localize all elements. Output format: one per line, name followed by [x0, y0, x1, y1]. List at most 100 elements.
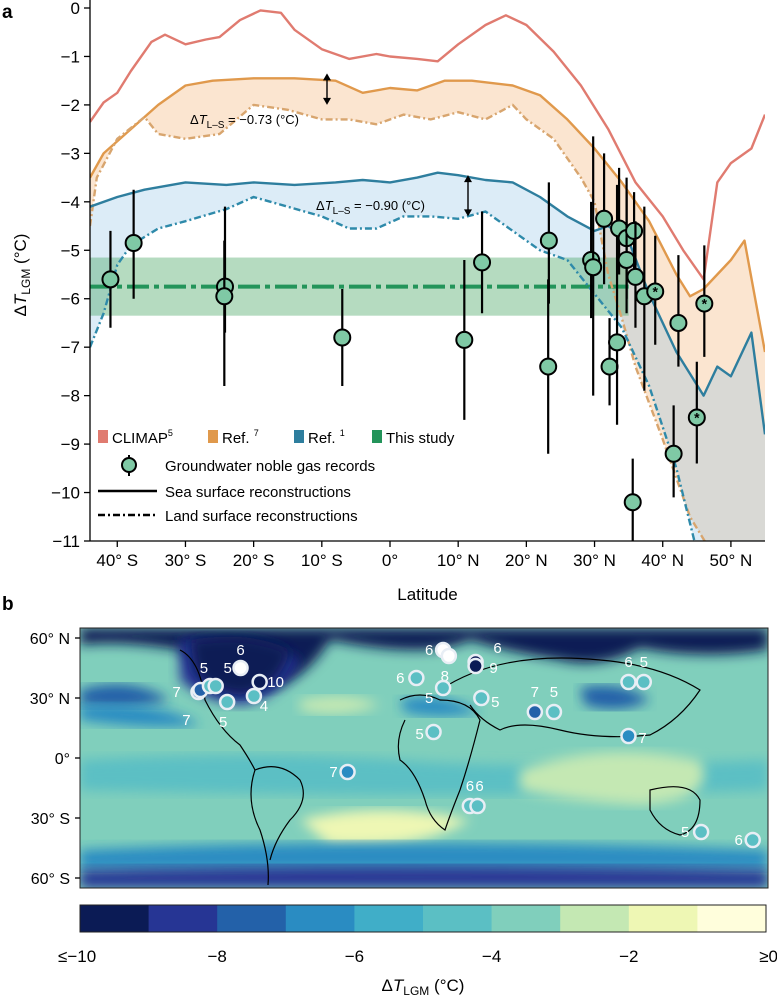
site-label: 7 — [638, 730, 646, 747]
ref7-sea-line — [90, 77, 765, 353]
legend-text: CLIMAP — [112, 430, 168, 447]
colorbar-tick-label: −6 — [345, 947, 364, 966]
arrow-head-icon — [464, 209, 472, 217]
legend-swatch-climap — [98, 430, 108, 443]
data-marker — [626, 267, 645, 286]
site-asterisk-icon: ✻ — [235, 661, 246, 676]
data-marker — [124, 234, 143, 253]
site-marker: 5 — [425, 679, 452, 707]
panel-a-label: a — [2, 2, 13, 23]
colorbar-tick-label: −8 — [208, 947, 227, 966]
colorbar-bin — [217, 905, 287, 932]
site-marker: 5 — [545, 684, 563, 721]
north-pacific-cold-region — [80, 684, 170, 708]
map-lat-label: 30° N — [30, 691, 70, 708]
site-label: 10 — [267, 674, 284, 691]
delta-annotation: ΔTL–S = −0.73 (°C) — [190, 112, 299, 131]
coastline — [649, 786, 701, 836]
site-label: 5 — [491, 694, 499, 711]
delta-annotation: ΔTL–S = −0.90 (°C) — [316, 198, 425, 217]
site-circle — [744, 831, 761, 849]
site-circle — [545, 703, 563, 721]
data-point — [600, 318, 619, 406]
data-marker — [539, 231, 558, 250]
delta-symbol: Δ — [316, 198, 325, 213]
site-label: 5 — [550, 684, 558, 701]
colorbar-subscript: LGM — [403, 984, 429, 998]
ref1-sea-line — [90, 171, 765, 435]
legend-text: Ref. — [308, 430, 340, 447]
x-axis-label: Latitude — [397, 585, 458, 604]
colorbar-unit: (°C) — [429, 976, 464, 995]
ref1-shaded-range — [90, 172, 765, 541]
legend-superscript: 1 — [340, 428, 345, 438]
map-lat-label: 30° S — [31, 811, 70, 828]
y-tick-label: −7 — [61, 338, 80, 357]
site-label: 5 — [224, 660, 232, 677]
atlantic-warm-patch — [300, 696, 380, 714]
site-circle — [635, 673, 653, 691]
southern-ocean-band — [80, 842, 768, 870]
y-tick-label: −9 — [61, 435, 80, 454]
legend-label-this_study: This study — [386, 430, 455, 447]
colorbar-bin — [491, 905, 561, 932]
site-label: 7 — [172, 684, 180, 701]
panel-b-map: 60° N30° N0°30° S60° S77555✻610476✻6✻869… — [30, 627, 777, 998]
site-circle — [251, 673, 268, 691]
delta-subscript: L–S — [333, 206, 351, 217]
panel-b-label: b — [2, 594, 14, 615]
site-marker: 5 — [207, 660, 232, 695]
plot-area — [90, 9, 765, 541]
site-label: 6 — [475, 778, 483, 795]
ref7-shaded-range — [90, 78, 765, 541]
data-marker — [646, 282, 665, 301]
site-marker: 7 — [329, 763, 356, 781]
site-marker: ✻8 — [440, 647, 458, 685]
colorbar-label: ΔTLGM (°C) — [382, 976, 465, 998]
legend-text: This study — [386, 430, 455, 447]
data-point — [595, 153, 614, 285]
data-marker — [333, 328, 352, 347]
data-point — [473, 211, 492, 314]
data-point — [584, 136, 603, 396]
data-point — [539, 279, 558, 454]
delta-variable: T — [199, 112, 208, 127]
data-marker — [595, 209, 614, 228]
y-tick-label: −4 — [61, 193, 80, 212]
site-label: 7 — [329, 764, 337, 781]
data-point — [455, 259, 474, 420]
site-circle — [620, 727, 637, 745]
site-label: 7 — [182, 712, 190, 729]
site-label: 6 — [466, 778, 474, 795]
south-atlantic-warm-patch — [300, 810, 470, 846]
asterisk-marker: * — [702, 296, 708, 312]
site-circle — [440, 647, 458, 665]
colorbar-tick-label: ≤−10 — [58, 947, 96, 966]
site-marker: 4 — [245, 687, 268, 715]
site-circle — [245, 687, 263, 705]
delta-value: = −0.90 (°C) — [350, 198, 425, 213]
site-marker: 6 — [735, 831, 761, 849]
x-tick-label: 20° N — [505, 551, 548, 570]
legend-dashed-label: Land surface reconstructions — [165, 508, 358, 525]
colorbar-bin — [628, 905, 698, 932]
data-point — [623, 458, 642, 541]
arrow-head-icon — [323, 73, 331, 81]
site-circle — [207, 677, 224, 695]
site-circle — [620, 673, 637, 691]
site-marker: 9 — [467, 657, 498, 677]
site-label: 6 — [735, 832, 743, 849]
site-circle — [408, 669, 425, 687]
data-marker — [539, 357, 558, 376]
data-point — [625, 192, 644, 275]
legend-marker-label: Groundwater noble gas records — [165, 458, 375, 475]
site-label: 5 — [200, 660, 208, 677]
asia-cold-patch — [580, 685, 650, 709]
site-asterisk-icon: ✻ — [443, 649, 454, 664]
colorbar-variable: T — [393, 976, 405, 995]
data-marker — [455, 330, 474, 349]
site-circle — [434, 679, 452, 697]
colorbar-tick-label: −2 — [619, 947, 638, 966]
site-circle — [473, 689, 490, 707]
x-tick-label: 30° N — [573, 551, 616, 570]
